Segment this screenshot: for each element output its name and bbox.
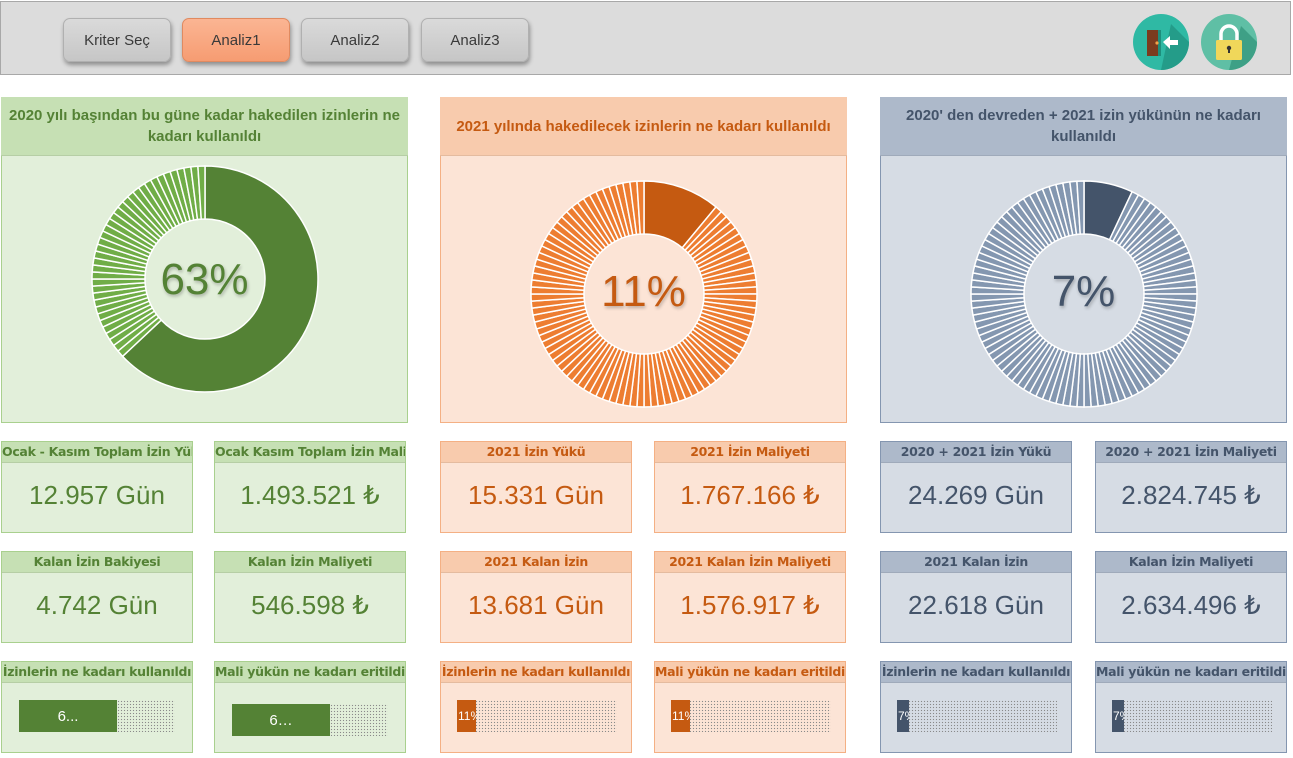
card-value: 546.598 ₺: [251, 590, 369, 620]
card-2021-leave-cost: 2021 İzin Maliyeti 1.767.166 ₺: [654, 441, 846, 533]
card-title: 2021 İzin Maliyeti: [655, 442, 845, 463]
card-2021-leave-load: 2021 İzin Yükü 15.331 Gün: [440, 441, 632, 533]
progress-remainder: [1123, 700, 1272, 732]
donut-percent-label: 7%: [1051, 267, 1116, 316]
card-remaining-cost: Kalan İzin Maliyeti 2.634.496 ₺: [1095, 551, 1287, 643]
progress-fill: 7%: [897, 700, 909, 732]
card-usage-progress: İzinlerin ne kadarı kullanıldı 11%: [440, 661, 632, 753]
card-usage-progress: İzinlerin ne kadarı kullanıldı 6...: [1, 661, 193, 753]
card-title: Ocak - Kasım Toplam İzin Yükü: [2, 442, 192, 463]
toolbar: Kriter Seç Analiz1 Analiz2 Analiz3: [0, 1, 1291, 75]
card-total-leave-load: 2020 + 2021 İzin Yükü 24.269 Gün: [880, 441, 1072, 533]
card-cost-progress: Mali yükün ne kadarı eritildi 7%: [1095, 661, 1287, 753]
card-value: 12.957 Gün: [29, 480, 165, 510]
donut-remaining-segment: [1075, 180, 1085, 235]
card-2021-remaining-cost: 2021 Kalan İzin Maliyeti 1.576.917 ₺: [654, 551, 846, 643]
card-title: Kalan İzin Bakiyesi: [2, 552, 192, 573]
progress-fill: 11%: [457, 700, 476, 732]
card-title: 2021 Kalan İzin: [881, 552, 1071, 573]
panel-2020-usage: 2020 yılı başından bu güne kadar hakedil…: [1, 97, 408, 423]
progress-bar: 6…: [232, 704, 388, 736]
donut-chart: 7%: [964, 174, 1204, 414]
donut-svg: [529, 180, 758, 408]
card-title: 2021 Kalan İzin: [441, 552, 631, 573]
donut-remaining-segment: [635, 180, 645, 235]
card-title: 2020 + 2021 İzin Yükü: [881, 442, 1071, 463]
analiz3-button[interactable]: Analiz3: [421, 18, 529, 62]
exit-door-icon[interactable]: [1133, 14, 1189, 70]
card-value: 1.767.166 ₺: [680, 480, 820, 510]
donut-chart: 63%: [85, 159, 325, 399]
card-title: Mali yükün ne kadarı eritildi: [215, 662, 405, 683]
card-title: Kalan İzin Maliyeti: [215, 552, 405, 573]
card-value: 1.576.917 ₺: [680, 590, 820, 620]
progress-bar: 11%: [671, 700, 831, 732]
donut-svg: [969, 180, 1198, 408]
progress-remainder: [117, 700, 175, 732]
card-total-leave-cost: Ocak Kasım Toplam İzin Maliyeti 1.493.52…: [214, 441, 406, 533]
lock-icon[interactable]: [1201, 14, 1257, 70]
card-value: 15.331 Gün: [468, 480, 604, 510]
panel-title: 2020 yılı başından bu güne kadar hakedil…: [1, 97, 408, 156]
donut-remaining-segment: [196, 165, 206, 220]
card-title: 2020 + 2021 İzin Maliyeti: [1096, 442, 1286, 463]
card-value: 2.634.496 ₺: [1121, 590, 1261, 620]
card-2021-remaining: 2021 Kalan İzin 13.681 Gün: [440, 551, 632, 643]
card-title: İzinlerin ne kadarı kullanıldı: [441, 662, 631, 683]
kriter-sec-button[interactable]: Kriter Seç: [63, 18, 171, 62]
card-title: İzinlerin ne kadarı kullanıldı: [2, 662, 192, 683]
card-2021-remaining: 2021 Kalan İzin 22.618 Gün: [880, 551, 1072, 643]
progress-remainder: [689, 700, 831, 732]
progress-remainder: [475, 700, 617, 732]
progress-fill: 11%: [671, 700, 690, 732]
card-value: 4.742 Gün: [36, 590, 158, 620]
donut-svg: [90, 165, 319, 393]
progress-fill: 6…: [232, 704, 330, 736]
card-total-leave-cost: 2020 + 2021 İzin Maliyeti 2.824.745 ₺: [1095, 441, 1287, 533]
card-title: 2021 Kalan İzin Maliyeti: [655, 552, 845, 573]
progress-fill: 6...: [19, 700, 117, 732]
progress-bar: 7%: [1112, 700, 1272, 732]
progress-remainder: [330, 704, 388, 736]
analiz2-button[interactable]: Analiz2: [301, 18, 409, 62]
panel-title: 2020' den devreden + 2021 izin yükünün n…: [880, 97, 1287, 156]
panel-2021-usage: 2021 yılında hakedilecek izinlerin ne ka…: [440, 97, 847, 423]
card-usage-progress: İzinlerin ne kadarı kullanıldı 7%: [880, 661, 1072, 753]
card-title: Kalan İzin Maliyeti: [1096, 552, 1286, 573]
card-cost-progress: Mali yükün ne kadarı eritildi 11%: [654, 661, 846, 753]
donut-used-slice: [121, 165, 319, 393]
card-value: 22.618 Gün: [908, 590, 1044, 620]
panel-total-usage: 2020' den devreden + 2021 izin yükünün n…: [880, 97, 1287, 423]
progress-bar: 7%: [897, 700, 1057, 732]
donut-percent-label: 63%: [160, 255, 249, 304]
progress-bar: 11%: [457, 700, 617, 732]
card-value: 1.493.521 ₺: [240, 480, 380, 510]
card-value: 13.681 Gün: [468, 590, 604, 620]
donut-percent-label: 11%: [601, 267, 686, 316]
analiz1-button[interactable]: Analiz1: [182, 18, 290, 62]
panel-title: 2021 yılında hakedilecek izinlerin ne ka…: [440, 97, 847, 156]
card-cost-progress: Mali yükün ne kadarı eritildi 6…: [214, 661, 406, 753]
progress-remainder: [908, 700, 1057, 732]
card-title: Ocak Kasım Toplam İzin Maliyeti: [215, 442, 405, 463]
progress-bar: 6...: [19, 700, 175, 732]
card-remaining-cost: Kalan İzin Maliyeti 546.598 ₺: [214, 551, 406, 643]
card-title: Mali yükün ne kadarı eritildi: [655, 662, 845, 683]
card-title: İzinlerin ne kadarı kullanıldı: [881, 662, 1071, 683]
card-value: 24.269 Gün: [908, 480, 1044, 510]
card-title: 2021 İzin Yükü: [441, 442, 631, 463]
card-remaining-balance: Kalan İzin Bakiyesi 4.742 Gün: [1, 551, 193, 643]
donut-chart: 11%: [524, 174, 764, 414]
card-value: 2.824.745 ₺: [1121, 480, 1261, 510]
progress-fill: 7%: [1112, 700, 1124, 732]
card-total-leave-load: Ocak - Kasım Toplam İzin Yükü 12.957 Gün: [1, 441, 193, 533]
card-title: Mali yükün ne kadarı eritildi: [1096, 662, 1286, 683]
